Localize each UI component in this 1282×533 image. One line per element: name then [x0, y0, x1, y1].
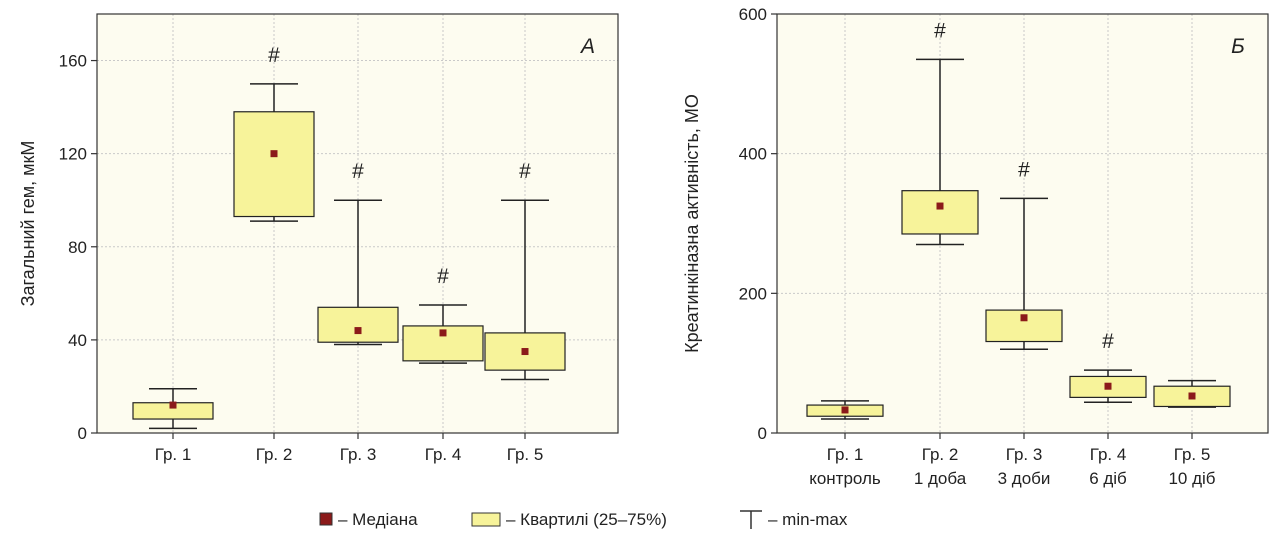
- x-tick-label-a-0-0: Гр. 1: [155, 445, 192, 464]
- legend-median-swatch: [319, 512, 333, 526]
- median-marker-a-4: [439, 329, 447, 337]
- panel-label-a: А: [579, 35, 595, 58]
- median-marker-a-5: [521, 348, 529, 356]
- median-marker-b-4: [1104, 382, 1112, 390]
- y-tick-label-b-3: 600: [739, 5, 767, 24]
- box-b-4: #: [1069, 330, 1147, 404]
- y-tick-label-b-1: 200: [739, 284, 767, 303]
- significance-mark-b-3: #: [1018, 158, 1030, 181]
- y-tick-label-a-3: 120: [59, 145, 87, 164]
- median-marker-b-1: [841, 406, 849, 414]
- box-a-4: #: [402, 265, 484, 364]
- y-tick-label-a-0: 0: [78, 424, 87, 443]
- box-b-5: [1153, 379, 1231, 408]
- box-b-2: #: [901, 19, 979, 246]
- legend-quartiles-swatch: [471, 512, 501, 527]
- x-tick-label-a-1-0: Гр. 2: [256, 445, 293, 464]
- x-tick-label-a-4-0: Гр. 5: [507, 445, 544, 464]
- x-tick-label-b-2-0: Гр. 3: [1006, 445, 1043, 464]
- legend-minmax-symbol: [740, 510, 762, 529]
- chart-panel-a: 0 40 80 120 160 Гр. 1 Гр. 2 Гр. 3 Гр. 4 Гр. 5 Зага…: [18, 13, 619, 464]
- median-marker-b-3: [1020, 314, 1028, 322]
- x-tick-label-b-2-1: 3 доби: [998, 469, 1051, 488]
- median-marker-a-2: [270, 150, 278, 158]
- box-b-3: #: [985, 158, 1063, 350]
- y-axis-label-a: Загальний гем, мкМ: [18, 141, 38, 307]
- x-tick-label-b-3-0: Гр. 4: [1090, 445, 1127, 464]
- x-tick-label-b-4-0: Гр. 5: [1174, 445, 1211, 464]
- y-tick-label-b-2: 400: [739, 145, 767, 164]
- median-marker-a-3: [354, 327, 362, 335]
- quartile-box-b-2: [901, 190, 979, 235]
- significance-mark-b-4: #: [1102, 330, 1114, 353]
- box-b-1: [806, 400, 884, 420]
- x-tick-label-a-3-0: Гр. 4: [425, 445, 462, 464]
- significance-mark-a-5: #: [519, 160, 531, 183]
- box-a-3: #: [317, 160, 399, 346]
- x-tick-label-b-3-1: 6 діб: [1089, 469, 1127, 488]
- panel-label-b: Б: [1231, 35, 1245, 58]
- y-tick-label-a-2: 80: [68, 238, 87, 257]
- median-marker-a-1: [169, 401, 177, 409]
- box-a-1: [132, 388, 214, 430]
- y-tick-label-b-0: 0: [758, 424, 767, 443]
- significance-mark-a-2: #: [268, 44, 280, 67]
- x-tick-label-b-4-1: 10 діб: [1168, 469, 1215, 488]
- x-tick-label-a-2-0: Гр. 3: [340, 445, 377, 464]
- legend-quartiles-label: – Квартилі (25–75%): [506, 510, 667, 529]
- y-tick-label-a-4: 160: [59, 52, 87, 71]
- x-tick-label-b-1-0: Гр. 2: [922, 445, 959, 464]
- median-marker-b-5: [1188, 392, 1196, 400]
- x-tick-label-b-1-1: 1 доба: [914, 469, 967, 488]
- x-tick-label-b-0-1: контроль: [809, 469, 881, 488]
- significance-mark-a-3: #: [352, 160, 364, 183]
- quartile-box-a-4: [402, 325, 484, 362]
- y-axis-label-b: Креатинкіназна активність, МО: [682, 94, 702, 353]
- legend-minmax-label: – min-max: [768, 510, 848, 529]
- x-tick-label-b-0-0: Гр. 1: [827, 445, 864, 464]
- quartile-box-a-3: [317, 306, 399, 343]
- box-a-2: #: [233, 44, 315, 222]
- box-a-5: #: [484, 160, 566, 381]
- significance-mark-a-4: #: [437, 265, 449, 288]
- plot-frame-b: [776, 13, 1269, 434]
- legend-median-label: – Медіана: [338, 510, 418, 529]
- median-marker-b-2: [936, 202, 944, 210]
- y-tick-label-a-1: 40: [68, 331, 87, 350]
- significance-mark-b-2: #: [934, 19, 946, 42]
- plot-area-b: [777, 14, 1268, 433]
- legend: – Медіана – Квартилі (25–75%) – min-max: [319, 510, 848, 529]
- chart-panel-b: 0 200 400 600 Гр. 1 контроль Гр. 2 1 доба Гр. 3 3…: [682, 5, 1269, 488]
- quartile-box-a-2: [233, 111, 315, 218]
